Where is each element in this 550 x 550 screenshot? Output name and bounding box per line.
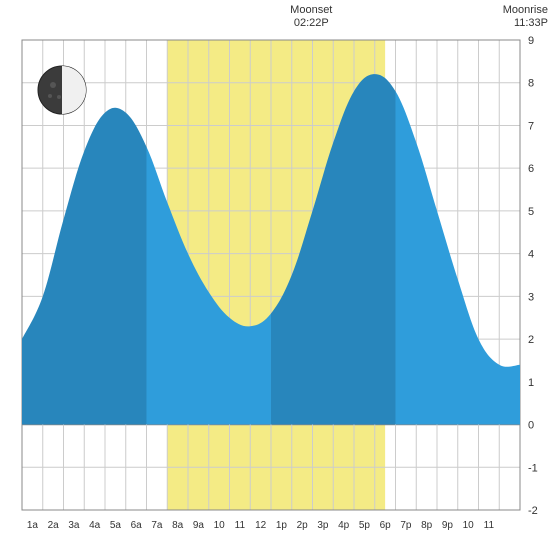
svg-text:5: 5 (528, 206, 534, 218)
svg-text:7: 7 (528, 120, 534, 132)
svg-text:5p: 5p (359, 520, 371, 531)
svg-text:10: 10 (214, 520, 226, 531)
svg-text:7p: 7p (400, 520, 412, 531)
svg-text:3p: 3p (317, 520, 329, 531)
svg-text:-2: -2 (528, 505, 538, 517)
moonset-label: Moonset 02:22P (290, 4, 332, 30)
svg-text:4: 4 (528, 249, 534, 261)
moonset-title: Moonset (290, 4, 332, 17)
svg-text:4p: 4p (338, 520, 350, 531)
svg-text:3a: 3a (68, 520, 80, 531)
svg-text:0: 0 (528, 420, 534, 432)
moonrise-label: Moonrise 11:33P (503, 4, 548, 30)
svg-text:8p: 8p (421, 520, 433, 531)
svg-text:-1: -1 (528, 462, 538, 474)
svg-text:9p: 9p (442, 520, 454, 531)
svg-text:7a: 7a (151, 520, 163, 531)
svg-text:11: 11 (484, 520, 495, 531)
moonset-time: 02:22P (290, 17, 332, 30)
svg-text:9a: 9a (193, 520, 205, 531)
moon-phase-icon (38, 66, 86, 114)
svg-text:12: 12 (255, 520, 267, 531)
svg-text:1: 1 (528, 377, 534, 389)
svg-text:4a: 4a (89, 520, 101, 531)
svg-text:5a: 5a (110, 520, 122, 531)
svg-text:2a: 2a (48, 520, 60, 531)
svg-text:9: 9 (528, 35, 534, 47)
svg-text:2p: 2p (297, 520, 309, 531)
svg-text:1a: 1a (27, 520, 39, 531)
moonrise-title: Moonrise (503, 4, 548, 17)
svg-text:3: 3 (528, 291, 534, 303)
svg-text:2: 2 (528, 334, 534, 346)
svg-text:10: 10 (463, 520, 475, 531)
svg-text:8a: 8a (172, 520, 184, 531)
moonrise-time: 11:33P (503, 17, 548, 30)
svg-text:1p: 1p (276, 520, 288, 531)
svg-text:6: 6 (528, 163, 534, 175)
svg-text:8: 8 (528, 78, 534, 90)
tide-chart: -2-101234567891a2a3a4a5a6a7a8a9a1011121p… (0, 0, 550, 550)
svg-text:11: 11 (235, 520, 246, 531)
svg-text:6p: 6p (380, 520, 392, 531)
svg-text:6a: 6a (131, 520, 143, 531)
